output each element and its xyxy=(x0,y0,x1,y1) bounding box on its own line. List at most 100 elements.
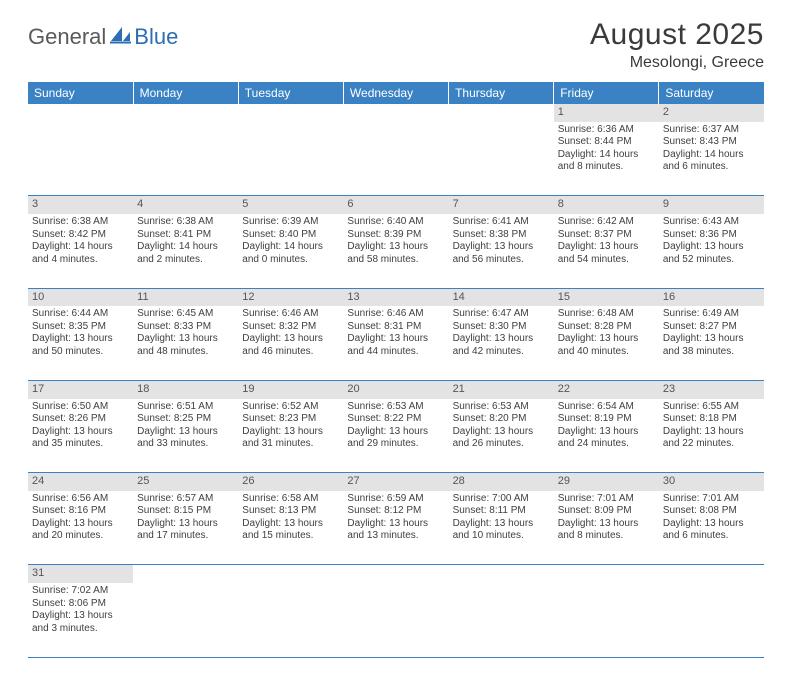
day-header: Sunday xyxy=(28,82,133,104)
day-cell-line: Sunset: 8:23 PM xyxy=(242,413,339,426)
day-cell-line: and 50 minutes. xyxy=(32,346,129,359)
day-cell-line: Sunrise: 6:38 AM xyxy=(137,216,234,229)
day-cell: Sunrise: 6:43 AMSunset: 8:36 PMDaylight:… xyxy=(659,214,764,288)
day-cell-line: and 13 minutes. xyxy=(347,530,444,543)
month-title: August 2025 xyxy=(590,18,764,52)
day-cell-line: Daylight: 13 hours xyxy=(137,518,234,531)
day-cell-line: and 52 minutes. xyxy=(663,254,760,267)
day-cell-line: and 0 minutes. xyxy=(242,254,339,267)
day-cell: Sunrise: 6:52 AMSunset: 8:23 PMDaylight:… xyxy=(238,399,343,473)
daynum-cell xyxy=(133,104,238,122)
day-cell-line: Sunrise: 6:51 AM xyxy=(137,401,234,414)
day-cell: Sunrise: 6:58 AMSunset: 8:13 PMDaylight:… xyxy=(238,491,343,565)
daynum-cell: 22 xyxy=(554,380,659,398)
day-cell-line: Daylight: 13 hours xyxy=(347,518,444,531)
day-cell-line: Sunset: 8:37 PM xyxy=(558,229,655,242)
daynum-cell: 9 xyxy=(659,196,764,214)
daynum-cell: 30 xyxy=(659,473,764,491)
daynum-cell xyxy=(343,104,448,122)
day-cell: Sunrise: 6:53 AMSunset: 8:20 PMDaylight:… xyxy=(449,399,554,473)
daynum-cell xyxy=(238,565,343,583)
daynum-cell: 6 xyxy=(343,196,448,214)
day-cell-line: Daylight: 13 hours xyxy=(453,518,550,531)
day-cell-line: Daylight: 13 hours xyxy=(242,426,339,439)
daynum-cell: 17 xyxy=(28,380,133,398)
day-cell-line: Sunset: 8:43 PM xyxy=(663,136,760,149)
day-cell-line: and 31 minutes. xyxy=(242,438,339,451)
day-cell-line: Sunset: 8:19 PM xyxy=(558,413,655,426)
day-header: Wednesday xyxy=(343,82,448,104)
day-cell-line: and 26 minutes. xyxy=(453,438,550,451)
daynum-cell: 23 xyxy=(659,380,764,398)
day-cell-line: Sunset: 8:16 PM xyxy=(32,505,129,518)
day-header: Friday xyxy=(554,82,659,104)
day-cell xyxy=(133,583,238,657)
day-cell: Sunrise: 6:47 AMSunset: 8:30 PMDaylight:… xyxy=(449,306,554,380)
day-cell-line: Sunset: 8:06 PM xyxy=(32,598,129,611)
daynum-cell: 8 xyxy=(554,196,659,214)
day-cell: Sunrise: 6:38 AMSunset: 8:42 PMDaylight:… xyxy=(28,214,133,288)
day-cell-line: Sunset: 8:15 PM xyxy=(137,505,234,518)
daynum-cell: 3 xyxy=(28,196,133,214)
logo: General Blue xyxy=(28,24,178,50)
day-cell xyxy=(28,122,133,196)
day-cell-line: Sunrise: 6:59 AM xyxy=(347,493,444,506)
daynum-cell: 18 xyxy=(133,380,238,398)
daynum-cell xyxy=(449,104,554,122)
day-cell: Sunrise: 6:51 AMSunset: 8:25 PMDaylight:… xyxy=(133,399,238,473)
day-cell-line: Daylight: 13 hours xyxy=(453,241,550,254)
calendar-table: Sunday Monday Tuesday Wednesday Thursday… xyxy=(28,82,764,658)
daynum-cell: 11 xyxy=(133,288,238,306)
content-row: Sunrise: 6:36 AMSunset: 8:44 PMDaylight:… xyxy=(28,122,764,196)
day-cell-line: Sunset: 8:38 PM xyxy=(453,229,550,242)
day-cell: Sunrise: 6:44 AMSunset: 8:35 PMDaylight:… xyxy=(28,306,133,380)
day-cell-line: and 22 minutes. xyxy=(663,438,760,451)
day-cell-line: and 58 minutes. xyxy=(347,254,444,267)
day-cell-line: and 40 minutes. xyxy=(558,346,655,359)
location: Mesolongi, Greece xyxy=(590,54,764,72)
day-cell-line: Sunset: 8:11 PM xyxy=(453,505,550,518)
sail-icon xyxy=(110,26,132,49)
day-cell-line: Sunrise: 6:55 AM xyxy=(663,401,760,414)
daynum-cell xyxy=(659,565,764,583)
daynum-row: 12 xyxy=(28,104,764,122)
day-cell-line: Sunrise: 7:01 AM xyxy=(663,493,760,506)
day-cell xyxy=(238,122,343,196)
day-cell-line: Daylight: 13 hours xyxy=(32,518,129,531)
day-cell-line: Daylight: 13 hours xyxy=(242,518,339,531)
day-cell: Sunrise: 6:50 AMSunset: 8:26 PMDaylight:… xyxy=(28,399,133,473)
day-cell-line: Daylight: 13 hours xyxy=(453,426,550,439)
daynum-row: 24252627282930 xyxy=(28,473,764,491)
content-row: Sunrise: 6:38 AMSunset: 8:42 PMDaylight:… xyxy=(28,214,764,288)
day-cell xyxy=(133,122,238,196)
day-cell-line: and 17 minutes. xyxy=(137,530,234,543)
day-cell-line: and 8 minutes. xyxy=(558,161,655,174)
day-cell-line: Sunrise: 6:57 AM xyxy=(137,493,234,506)
day-header: Saturday xyxy=(659,82,764,104)
day-cell-line: Sunset: 8:40 PM xyxy=(242,229,339,242)
day-cell-line: Sunrise: 6:49 AM xyxy=(663,308,760,321)
day-cell-line: and 48 minutes. xyxy=(137,346,234,359)
day-cell-line: Sunset: 8:12 PM xyxy=(347,505,444,518)
day-cell xyxy=(343,583,448,657)
day-cell-line: Sunrise: 6:47 AM xyxy=(453,308,550,321)
day-cell-line: Daylight: 14 hours xyxy=(242,241,339,254)
day-cell-line: Sunrise: 6:45 AM xyxy=(137,308,234,321)
day-cell-line: and 35 minutes. xyxy=(32,438,129,451)
day-cell-line: Daylight: 14 hours xyxy=(32,241,129,254)
content-row: Sunrise: 6:56 AMSunset: 8:16 PMDaylight:… xyxy=(28,491,764,565)
day-cell: Sunrise: 6:41 AMSunset: 8:38 PMDaylight:… xyxy=(449,214,554,288)
content-row: Sunrise: 6:44 AMSunset: 8:35 PMDaylight:… xyxy=(28,306,764,380)
day-cell: Sunrise: 6:36 AMSunset: 8:44 PMDaylight:… xyxy=(554,122,659,196)
daynum-cell: 28 xyxy=(449,473,554,491)
logo-text-blue: Blue xyxy=(134,24,178,50)
day-cell-line: Sunrise: 6:53 AM xyxy=(453,401,550,414)
day-header: Thursday xyxy=(449,82,554,104)
day-cell-line: Sunset: 8:20 PM xyxy=(453,413,550,426)
day-cell: Sunrise: 6:56 AMSunset: 8:16 PMDaylight:… xyxy=(28,491,133,565)
day-cell-line: Daylight: 13 hours xyxy=(32,333,129,346)
day-cell-line: and 10 minutes. xyxy=(453,530,550,543)
day-cell-line: Sunrise: 6:58 AM xyxy=(242,493,339,506)
day-cell-line: Sunset: 8:27 PM xyxy=(663,321,760,334)
day-cell xyxy=(554,583,659,657)
